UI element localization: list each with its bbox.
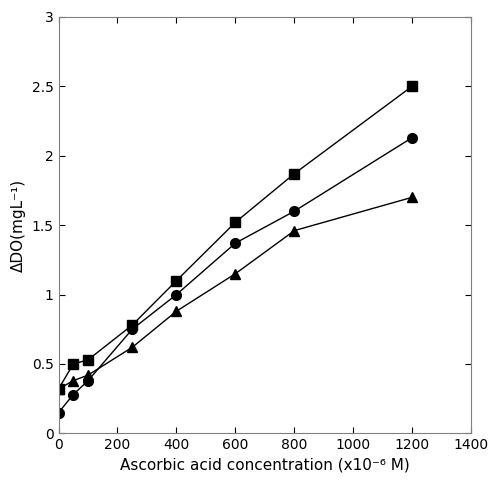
Y-axis label: ΔDO(mgL⁻¹): ΔDO(mgL⁻¹) [11, 179, 26, 272]
X-axis label: Ascorbic acid concentration (x10⁻⁶ M): Ascorbic acid concentration (x10⁻⁶ M) [120, 458, 410, 473]
